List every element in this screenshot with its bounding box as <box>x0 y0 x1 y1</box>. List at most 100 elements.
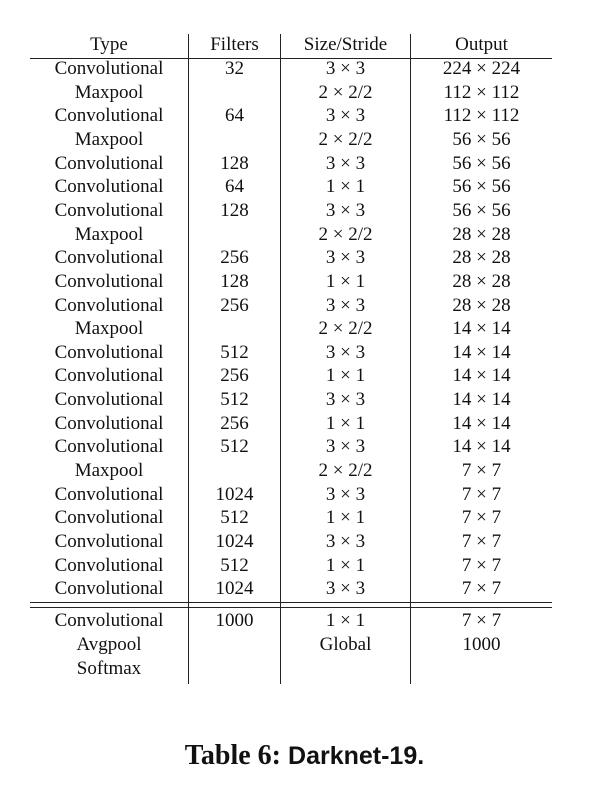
cell-size-stride: 3 × 3 <box>325 483 366 505</box>
cell-filters: 32 <box>225 58 244 79</box>
column-divider-1 <box>188 34 189 684</box>
cell-filters: 512 <box>220 554 249 576</box>
column-divider-3 <box>410 34 411 684</box>
cell-output: 7 × 7 <box>461 531 502 552</box>
table-footer-row: Avgpool Global 1000 <box>0 633 609 657</box>
cell-size-stride: 1 × 1 <box>325 270 366 292</box>
cell-filters: 256 <box>220 412 249 434</box>
table-row: Convolutional 512 1 × 1 7 × 7 <box>0 506 609 530</box>
cell-size-stride: 3 × 3 <box>325 105 366 127</box>
cell-filters: 128 <box>220 199 249 221</box>
cell-size-stride: 3 × 3 <box>325 199 366 221</box>
column-divider-2 <box>280 34 281 684</box>
table-row: Convolutional 256 1 × 1 14 × 14 <box>0 412 609 436</box>
cell-filters: 256 <box>220 294 249 316</box>
cell-type: Convolutional <box>54 554 164 576</box>
table-row: Convolutional 1024 3 × 3 7 × 7 <box>0 483 609 507</box>
cell-filters: 512 <box>220 341 249 363</box>
cell-type: Convolutional <box>54 152 164 174</box>
header-type: Type <box>90 34 128 55</box>
cell-size-stride: 2 × 2/2 <box>318 460 373 482</box>
table-row: Convolutional 64 3 × 3 112 × 112 <box>0 104 609 128</box>
cell-type: Convolutional <box>54 578 164 600</box>
cell-output: 56 × 56 <box>452 176 511 198</box>
table-row: Convolutional 512 3 × 3 14 × 14 <box>0 388 609 412</box>
table-row: Convolutional 128 3 × 3 56 × 56 <box>0 152 609 176</box>
cell-type: Convolutional <box>54 270 164 292</box>
cell-output: 14 × 14 <box>452 318 511 340</box>
cell-filters <box>189 81 280 105</box>
cell-type: Convolutional <box>54 507 164 529</box>
cell-type: Convolutional <box>54 199 164 221</box>
cell-type: Convolutional <box>54 294 164 316</box>
table-row: Convolutional 1024 3 × 3 7 × 7 <box>0 530 609 554</box>
cell-output: 224 × 224 <box>442 58 521 79</box>
cell-output: 14 × 14 <box>452 412 511 434</box>
cell-size-stride: 1 × 1 <box>325 554 366 576</box>
cell-filters <box>189 657 280 681</box>
cell-type: Convolutional <box>54 610 164 631</box>
cell-size-stride: 3 × 3 <box>325 389 366 411</box>
cell-size-stride: 1 × 1 <box>325 412 366 434</box>
cell-size-stride: 3 × 3 <box>325 294 366 316</box>
cell-size-stride: 2 × 2/2 <box>318 318 373 340</box>
cell-type: Convolutional <box>54 341 164 363</box>
cell-filters: 64 <box>225 176 244 198</box>
cell-filters: 512 <box>220 389 249 411</box>
cell-size-stride: 3 × 3 <box>325 247 366 269</box>
cell-output: 56 × 56 <box>452 199 511 221</box>
darknet-table: Type Filters Size/Stride Output Convolut… <box>0 33 609 684</box>
cell-filters: 1024 <box>215 483 254 505</box>
cell-output: 112 × 112 <box>443 105 520 127</box>
table-row: Convolutional 1024 3 × 3 7 × 7 <box>0 577 609 601</box>
cell-type: Softmax <box>76 658 142 679</box>
double-rule-bottom <box>30 607 552 608</box>
cell-output: 28 × 28 <box>452 223 511 245</box>
cell-filters <box>189 223 280 247</box>
cell-output: 7 × 7 <box>461 460 502 482</box>
cell-output: 112 × 112 <box>443 81 520 103</box>
header-row: Type Filters Size/Stride Output <box>0 33 609 57</box>
cell-size-stride: 3 × 3 <box>325 152 366 174</box>
table-footer-row: Convolutional 1000 1 × 1 7 × 7 <box>0 609 609 633</box>
header-output: Output <box>455 34 508 55</box>
caption-name: Darknet-19. <box>288 742 425 770</box>
cell-size-stride: 3 × 3 <box>325 436 366 458</box>
cell-filters: 256 <box>220 247 249 269</box>
table-row: Convolutional 128 3 × 3 56 × 56 <box>0 199 609 223</box>
table-row: Convolutional 512 3 × 3 14 × 14 <box>0 435 609 459</box>
cell-filters <box>189 459 280 483</box>
cell-size-stride: 3 × 3 <box>325 531 366 552</box>
cell-filters: 128 <box>220 152 249 174</box>
cell-type: Maxpool <box>74 128 144 150</box>
table-row: Convolutional 64 1 × 1 56 × 56 <box>0 175 609 199</box>
cell-output: 7 × 7 <box>461 554 502 576</box>
table-row: Maxpool 2 × 2/2 56 × 56 <box>0 128 609 152</box>
cell-output: 7 × 7 <box>461 610 502 631</box>
cell-filters: 512 <box>220 436 249 458</box>
cell-type: Convolutional <box>54 247 164 269</box>
cell-type: Maxpool <box>74 223 144 245</box>
cell-filters <box>189 317 280 341</box>
table-row: Convolutional 128 1 × 1 28 × 28 <box>0 270 609 294</box>
table-row: Convolutional 256 3 × 3 28 × 28 <box>0 246 609 270</box>
table-row: Maxpool 2 × 2/2 7 × 7 <box>0 459 609 483</box>
header-size-stride: Size/Stride <box>303 34 388 55</box>
caption-label: Table 6: <box>184 740 282 771</box>
cell-type: Avgpool <box>76 634 142 655</box>
cell-type: Convolutional <box>54 105 164 127</box>
cell-output: 56 × 56 <box>452 128 511 150</box>
cell-output: 1000 <box>462 634 501 655</box>
cell-filters <box>189 128 280 152</box>
cell-filters: 1000 <box>215 610 254 631</box>
cell-type: Convolutional <box>54 412 164 434</box>
table-row: Convolutional 256 1 × 1 14 × 14 <box>0 364 609 388</box>
cell-filters <box>189 633 280 657</box>
cell-size-stride: 2 × 2/2 <box>318 223 373 245</box>
cell-type: Convolutional <box>54 58 164 79</box>
cell-output: 28 × 28 <box>452 270 511 292</box>
cell-filters: 64 <box>225 105 244 127</box>
table-row: Convolutional 256 3 × 3 28 × 28 <box>0 294 609 318</box>
double-rule-top <box>30 602 552 603</box>
cell-output <box>411 657 552 681</box>
